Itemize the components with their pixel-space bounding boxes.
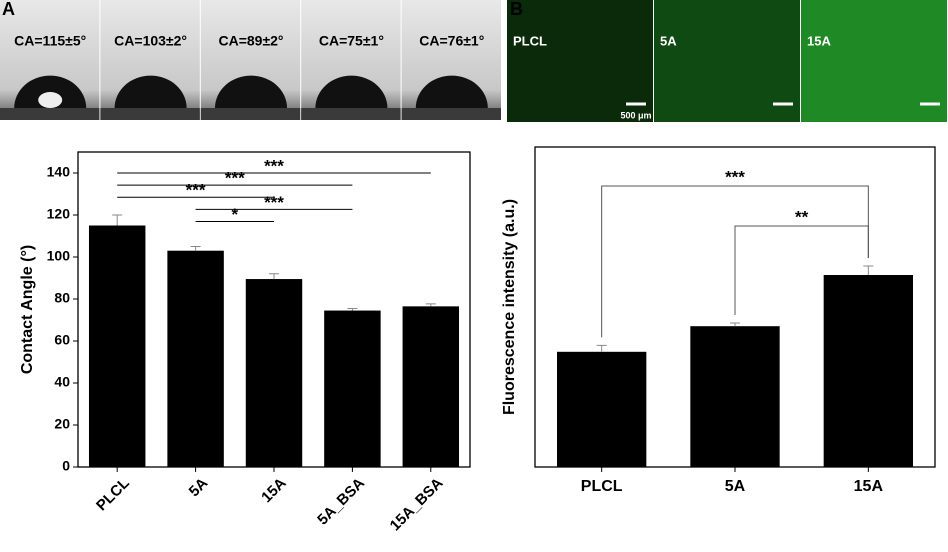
y-tick-label: 80	[54, 290, 70, 306]
y-tick-label: 20	[54, 416, 70, 432]
error-bar	[190, 246, 201, 251]
image-caption: PLCL	[513, 33, 547, 48]
image-tile	[801, 0, 947, 122]
image-caption: CA=75±1°	[319, 33, 384, 49]
x-tick-label: 15A	[258, 475, 290, 507]
x-tick-label: 5A_BSA	[314, 474, 368, 528]
significance-label: ***	[264, 156, 284, 175]
droplet	[215, 75, 287, 108]
y-tick-label: 0	[62, 458, 70, 474]
image-caption: CA=103±2°	[114, 33, 187, 49]
x-tick-label: 15A_BSA	[387, 474, 447, 534]
droplet	[14, 75, 87, 108]
image-caption: 5A	[660, 33, 677, 48]
significance-label: ***	[186, 181, 206, 200]
image-caption: CA=89±2°	[218, 33, 283, 49]
significance-bracket	[734, 225, 869, 315]
x-tick-label: PLCL	[581, 478, 623, 495]
x-tick-label: PLCL	[93, 475, 133, 515]
bar	[245, 279, 303, 467]
y-axis-label: Contact Angle (°)	[19, 245, 36, 374]
y-tick-label: 60	[54, 332, 70, 348]
error-bar	[730, 322, 740, 327]
bar	[823, 275, 913, 467]
x-tick-label: 15A	[854, 478, 884, 495]
y-tick-label: 140	[47, 164, 71, 180]
scale-bar-label: 500 μm	[620, 110, 651, 120]
image-tile	[654, 0, 800, 122]
significance-bracket	[601, 185, 869, 338]
y-tick-label: 40	[54, 374, 70, 390]
error-bar	[863, 265, 874, 275]
error-bar	[112, 214, 123, 226]
x-tick-label: 5A	[186, 475, 212, 501]
droplet	[315, 75, 388, 108]
substrate	[0, 108, 100, 120]
error-bar	[596, 344, 607, 352]
droplet	[415, 75, 488, 108]
panel-label: A	[2, 0, 15, 19]
error-bar	[269, 273, 279, 280]
substrate	[200, 108, 301, 120]
significance-label: ***	[225, 169, 245, 188]
significance-label: ***	[264, 193, 284, 212]
bar	[167, 250, 224, 467]
bar	[557, 351, 647, 467]
image-caption: CA=115±5°	[14, 33, 86, 49]
substrate	[100, 108, 200, 120]
droplet	[114, 75, 187, 108]
significance-label: ***	[725, 167, 745, 186]
significance-label: *	[231, 205, 238, 224]
image-caption: 15A	[807, 33, 831, 48]
panel-label: B	[510, 0, 523, 19]
bar	[324, 310, 381, 467]
droplet-highlight	[38, 92, 63, 108]
y-tick-label: 120	[47, 206, 71, 222]
y-tick-label: 100	[47, 248, 71, 264]
image-caption: CA=76±1°	[419, 33, 484, 49]
y-axis-label: Fluorescence intensity (a.u.)	[501, 199, 518, 415]
significance-label: **	[795, 207, 809, 226]
bar	[88, 225, 146, 467]
substrate	[401, 108, 501, 120]
image-tile	[507, 0, 653, 122]
substrate	[301, 108, 401, 120]
error-bar	[425, 303, 436, 307]
error-bar	[347, 307, 358, 311]
x-tick-label: 5A	[725, 478, 746, 495]
bar	[402, 306, 460, 467]
bar	[690, 326, 780, 467]
